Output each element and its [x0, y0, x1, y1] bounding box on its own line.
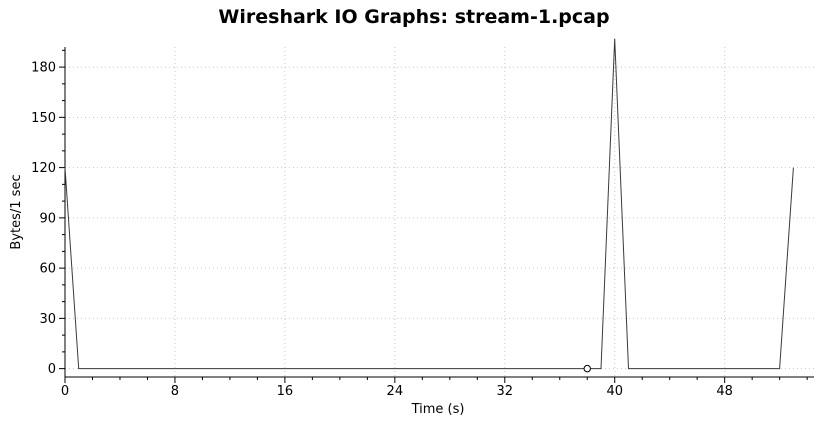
- y-tick-label: 120: [31, 161, 56, 176]
- series: [64, 38, 794, 373]
- x-tick-label: 0: [61, 384, 69, 399]
- grid: [65, 47, 814, 377]
- y-tick-label: 90: [39, 211, 56, 226]
- axes: 0 8 16 24 32 40 48 0 30 60 90 120 150 180: [31, 47, 814, 399]
- data-point-marker: [583, 364, 591, 373]
- y-tick-label: 0: [48, 362, 56, 377]
- y-tick-label: 180: [31, 61, 56, 76]
- x-tick-label: 16: [277, 384, 294, 399]
- x-tick-label: 8: [171, 384, 179, 399]
- y-tick-label: 30: [39, 312, 56, 327]
- y-axis-title: Bytes/1 sec: [9, 174, 24, 249]
- x-axis-title: Time (s): [411, 402, 465, 417]
- y-tick-label: 150: [31, 111, 56, 126]
- x-tick-label: 24: [387, 384, 404, 399]
- x-tick-label: 40: [606, 384, 623, 399]
- x-tick-label: 32: [497, 384, 514, 399]
- series-line: [64, 38, 794, 370]
- x-tick-label: 48: [716, 384, 733, 399]
- y-tick-label: 60: [39, 262, 56, 277]
- chart-title: Wireshark IO Graphs: stream-1.pcap: [218, 6, 610, 28]
